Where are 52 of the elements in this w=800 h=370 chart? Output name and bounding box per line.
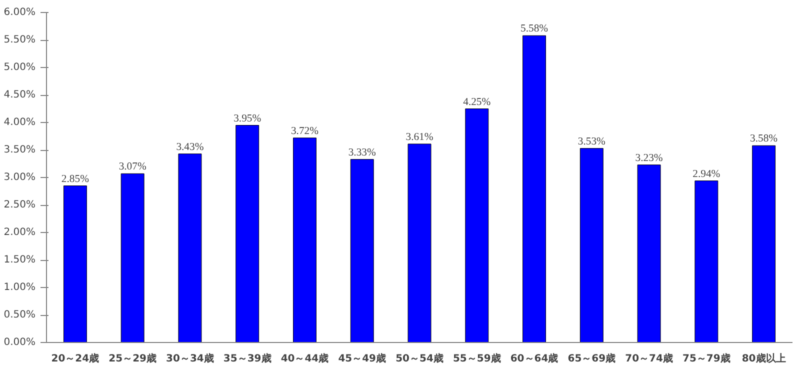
y-tick-label: 1.50% [4,254,36,266]
y-tick-label: 4.00% [4,117,36,128]
data-label: 2.85% [61,174,90,185]
bar [522,35,546,342]
data-label: 3.33% [348,147,376,158]
data-label: 3.23% [635,152,663,164]
y-tick-label: 1.00% [4,282,36,293]
y-tick-label: 6.00% [4,7,36,18]
x-tick-label: 70～74歳 [625,352,673,364]
x-tick-label: 20～24歳 [51,352,100,364]
x-tick-label: 75～79歳 [682,352,730,364]
x-tick-label: 60～64歳 [510,352,558,364]
x-tick-label: 25～29歳 [108,352,157,364]
x-tick-label: 40～44歳 [280,352,329,364]
bar [465,108,489,342]
x-tick-label: 45～49歳 [338,352,386,364]
y-tick-label: 2.00% [4,227,36,238]
bar [236,125,260,342]
bar [408,144,432,342]
data-label: 3.53% [578,136,606,148]
y-tick-label: 4.50% [4,90,36,100]
bar [637,164,661,342]
data-label: 3.95% [234,113,262,124]
data-label: 3.07% [118,162,146,173]
bar [350,159,374,342]
bar [580,148,604,342]
bar [63,186,87,342]
data-label: 3.72% [290,126,319,137]
data-label: 5.58% [520,24,548,35]
x-tick-label: 35～39歳 [223,352,272,364]
x-tick-label: 80歳以上 [742,352,786,364]
bar [120,173,144,342]
bar [178,154,202,342]
y-tick-label: 0.00% [4,337,36,348]
data-label: 3.58% [750,134,778,145]
x-tick-label: 65～69歳 [568,352,616,364]
bar [694,180,718,342]
y-tick-label: 3.50% [4,144,36,156]
y-tick-label: 5.50% [4,34,36,46]
x-tick-label: 30～34歳 [166,352,214,364]
data-label: 3.61% [406,132,434,143]
y-tick-label: 5.00% [4,62,36,73]
x-tick-label: 55～59歳 [452,352,501,364]
data-label: 3.43% [176,142,204,153]
data-label: 4.25% [463,96,491,108]
y-tick-label: 3.00% [4,172,36,183]
bar [752,145,776,342]
y-tick-label: 0.50% [4,310,36,320]
bar [293,138,316,342]
data-label: 2.94% [692,168,720,180]
x-tick-label: 50～54歳 [396,352,444,364]
y-tick-label: 2.50% [4,200,36,210]
